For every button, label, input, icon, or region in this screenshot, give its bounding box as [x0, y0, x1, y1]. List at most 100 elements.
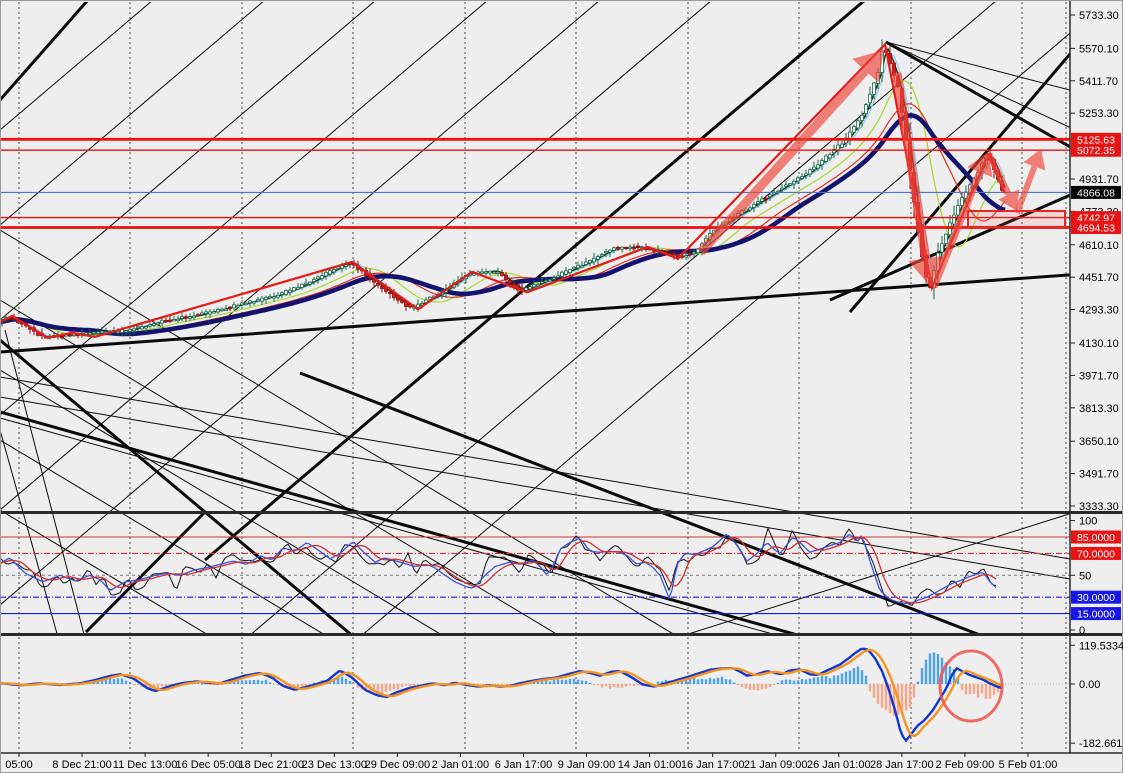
time-axis-label: 16 Dec 05:00: [175, 759, 240, 771]
trendline[interactable]: [0, 0, 153, 131]
histogram-bar-positive: [936, 653, 940, 684]
candle-up: [256, 298, 260, 302]
oscillator-panel: [0, 526, 1070, 615]
trendline[interactable]: [0, 376, 1123, 568]
histogram-bar-negative: [132, 684, 136, 685]
histogram-bar-positive: [792, 680, 796, 684]
trendline[interactable]: [0, 0, 712, 606]
histogram-bar-negative: [876, 684, 880, 704]
histogram-bar-negative: [872, 684, 876, 698]
price-axis-label: 4293.30: [1079, 305, 1119, 317]
histogram-bar-positive: [924, 659, 928, 684]
candle-up: [324, 271, 328, 277]
candle-down: [196, 314, 200, 317]
trendline[interactable]: [590, 497, 1123, 665]
trendline[interactable]: [200, 0, 1109, 773]
price-axis-label: 4451.70: [1079, 272, 1119, 284]
histogram-bar-positive: [808, 678, 812, 684]
histogram-bar-positive: [116, 678, 120, 684]
arrow-head[interactable]: [852, 50, 884, 83]
oscillator-level-badge-bg: [1071, 607, 1121, 621]
candle-down: [400, 299, 404, 303]
histogram-bar-negative: [0, 684, 4, 685]
candle-up: [88, 332, 92, 335]
candle-up: [292, 287, 296, 292]
trendline[interactable]: [88, 0, 997, 773]
histogram-bar-positive: [780, 680, 784, 684]
histogram-bar-negative: [284, 684, 288, 688]
histogram-bar-positive: [544, 680, 548, 684]
arrow-head[interactable]: [1023, 149, 1046, 171]
trendline[interactable]: [4, 329, 120, 773]
arrow-shaft[interactable]: [986, 152, 1012, 196]
histogram-bar-negative: [220, 684, 224, 685]
candle-up: [224, 308, 228, 311]
histogram-bar-negative: [608, 684, 612, 689]
oscillator-red-signal-line: [0, 537, 997, 604]
levels-layer: [0, 137, 1070, 229]
arrow-head[interactable]: [967, 152, 993, 178]
candle-up: [804, 173, 808, 176]
trendline[interactable]: [885, 40, 1123, 177]
circle-annotation[interactable]: [938, 649, 1004, 723]
candle-down: [616, 246, 620, 250]
histogram-bar-positive: [112, 678, 116, 684]
histogram-bar-positive: [120, 678, 124, 684]
trendline[interactable]: [0, 417, 1123, 732]
trendline[interactable]: [0, 410, 1123, 726]
candle-up: [816, 164, 820, 169]
histogram-bar-positive: [776, 682, 780, 684]
candle-up: [580, 265, 584, 268]
histogram-bar-positive: [800, 679, 804, 684]
rectangle-zone[interactable]: [967, 210, 1066, 229]
candle-up: [296, 287, 300, 290]
candle-down: [508, 279, 512, 284]
trendline[interactable]: [84, 510, 207, 633]
histogram-bar-negative: [972, 684, 976, 694]
candle-down: [688, 253, 692, 256]
trendline[interactable]: [0, 0, 89, 101]
histogram-bar-positive: [268, 682, 272, 684]
trendline[interactable]: [0, 509, 438, 773]
histogram-bar-positive: [200, 683, 204, 685]
arrow-head[interactable]: [998, 189, 1020, 211]
trendline[interactable]: [0, 396, 1123, 588]
histogram-bar-negative: [504, 684, 508, 686]
histogram-bar-negative: [772, 684, 776, 685]
histogram-bar-positive: [848, 670, 852, 684]
trendline[interactable]: [0, 0, 265, 226]
trendline[interactable]: [885, 41, 1123, 104]
candle-up: [332, 269, 336, 273]
arrow-shaft[interactable]: [892, 72, 931, 260]
trendline[interactable]: [0, 369, 672, 773]
histogram-bar-positive: [696, 679, 700, 684]
histogram-bar-negative: [752, 684, 756, 690]
histogram-bar-positive: [712, 678, 716, 684]
price-axis[interactable]: 5733.305570.105411.705253.304931.704773.…: [1070, 10, 1123, 750]
candle-up: [556, 275, 560, 278]
histogram-bar-negative: [384, 684, 388, 693]
arrow-shaft[interactable]: [930, 170, 984, 289]
arrow-head[interactable]: [908, 255, 944, 286]
histogram-bar-negative: [884, 684, 888, 710]
trendline[interactable]: [0, 0, 376, 321]
arrow-shaft[interactable]: [697, 67, 869, 256]
histogram-bar-negative: [208, 684, 212, 685]
candle-up: [600, 254, 604, 257]
level-price-badge-bg: [1071, 143, 1121, 157]
histogram-bar-positive: [108, 678, 112, 684]
histogram-bar-negative: [304, 684, 308, 688]
trendline[interactable]: [0, 429, 96, 773]
trendline[interactable]: [885, 41, 1123, 152]
candle-up: [808, 169, 812, 175]
trendline[interactable]: [829, 172, 1123, 302]
histogram-bar-positive: [952, 669, 956, 684]
trendline[interactable]: [0, 439, 555, 773]
candle-up: [820, 160, 824, 166]
arrow-shaft[interactable]: [1014, 165, 1038, 215]
candle-up: [832, 148, 836, 154]
arrow-annotations[interactable]: [697, 50, 1046, 289]
histogram-bar-positive: [336, 676, 340, 684]
